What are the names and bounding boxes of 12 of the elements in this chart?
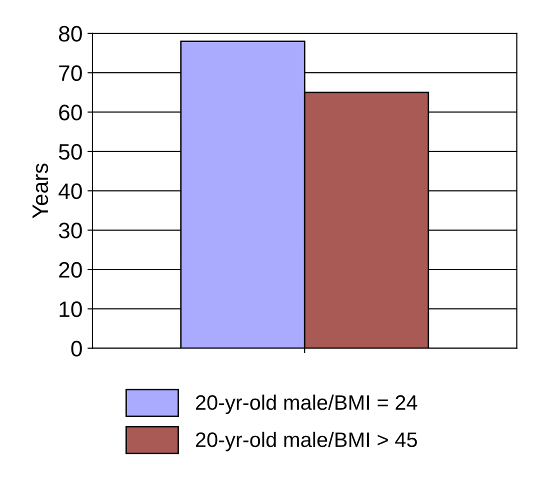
- y-tick-label: 80: [59, 26, 82, 42]
- y-tick-label: 30: [58, 222, 82, 238]
- y-tick-label: 60: [59, 104, 82, 120]
- y-tick-label: 10: [60, 301, 82, 318]
- y-axis-title: Years: [32, 164, 48, 218]
- y-tick-label: 70: [59, 65, 82, 82]
- y-tick-label: 0: [71, 340, 82, 356]
- legend-label: 20-yr-old male/BMI > 45: [196, 432, 417, 452]
- y-tick-label: 40: [58, 183, 82, 200]
- y-tick-label: 20: [59, 262, 82, 278]
- legend-label: 20-yr-old male/BMI = 24: [196, 394, 418, 414]
- y-tick-label: 50: [58, 144, 82, 160]
